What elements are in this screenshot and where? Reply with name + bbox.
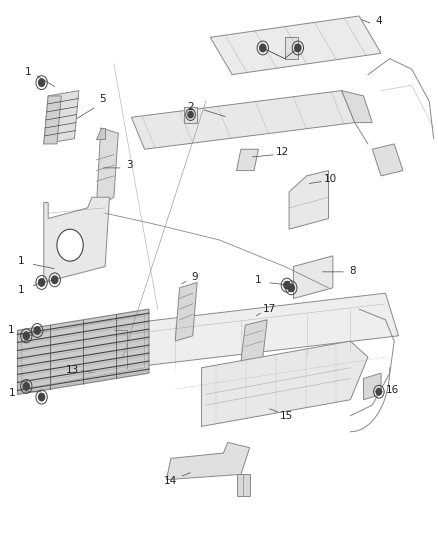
Circle shape [284, 281, 290, 289]
Polygon shape [210, 16, 381, 75]
Circle shape [376, 389, 381, 395]
Text: 5: 5 [99, 94, 106, 103]
Text: 1: 1 [18, 286, 25, 295]
Polygon shape [96, 128, 118, 208]
Circle shape [295, 44, 301, 52]
Polygon shape [237, 149, 258, 171]
Circle shape [39, 79, 45, 86]
Polygon shape [372, 144, 403, 176]
Text: 12: 12 [276, 147, 289, 157]
Text: 1: 1 [9, 389, 16, 398]
Polygon shape [364, 373, 381, 400]
Text: 8: 8 [349, 266, 356, 276]
Text: 2: 2 [187, 102, 194, 111]
Polygon shape [285, 37, 298, 59]
Circle shape [34, 327, 40, 334]
Polygon shape [44, 96, 61, 144]
Circle shape [23, 383, 29, 390]
Text: 9: 9 [191, 272, 198, 282]
Polygon shape [175, 282, 197, 341]
Polygon shape [18, 309, 149, 394]
Polygon shape [201, 341, 368, 426]
Text: 3: 3 [126, 160, 133, 170]
Circle shape [23, 332, 29, 340]
Polygon shape [131, 91, 355, 149]
Circle shape [39, 393, 45, 401]
Circle shape [260, 44, 266, 52]
Text: 16: 16 [385, 385, 399, 395]
Polygon shape [293, 256, 333, 298]
Polygon shape [96, 128, 105, 139]
Polygon shape [237, 474, 250, 496]
Text: 14: 14 [164, 476, 177, 486]
Text: 1: 1 [25, 67, 32, 77]
Circle shape [57, 229, 83, 261]
Circle shape [188, 111, 193, 118]
Circle shape [288, 284, 294, 292]
Text: 15: 15 [280, 411, 293, 421]
Polygon shape [241, 320, 267, 362]
Circle shape [52, 276, 58, 284]
Polygon shape [166, 442, 250, 480]
Polygon shape [184, 107, 197, 123]
Text: 13: 13 [66, 366, 79, 375]
Text: 4: 4 [375, 17, 382, 26]
Polygon shape [114, 293, 399, 368]
Circle shape [39, 279, 45, 286]
Text: 17: 17 [263, 304, 276, 314]
Polygon shape [342, 91, 372, 123]
Polygon shape [289, 171, 328, 229]
Text: 1: 1 [18, 256, 25, 266]
Text: 1: 1 [7, 326, 14, 335]
Text: 1: 1 [255, 275, 262, 285]
Polygon shape [44, 91, 79, 144]
Polygon shape [44, 197, 110, 282]
Text: 10: 10 [324, 174, 337, 183]
